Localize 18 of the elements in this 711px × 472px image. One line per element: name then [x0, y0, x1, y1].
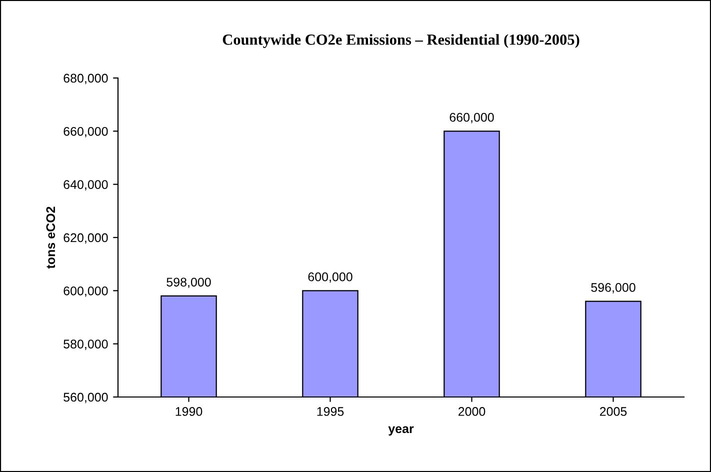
y-tick-label: 660,000	[64, 126, 108, 138]
x-tick-label: 1990	[176, 407, 202, 416]
y-tick-label: 580,000	[64, 340, 108, 350]
y-tick-label: 680,000	[64, 74, 108, 84]
data-label: 598,000	[166, 278, 211, 288]
x-tick-label: 2000	[458, 407, 486, 416]
data-label: 596,000	[591, 283, 636, 294]
y-tick-label: 600,000	[64, 286, 108, 297]
chart-title: Countywide CO2e Emissions – Residential (1990-2005)	[222, 34, 580, 48]
y-tick-label: 560,000	[64, 392, 108, 404]
data-label: 660,000	[450, 112, 494, 124]
x-tick-label: 2005	[600, 407, 627, 416]
y-tick-label: 620,000	[64, 233, 108, 244]
x-axis-title: year	[388, 426, 414, 436]
data-label: 600,000	[308, 272, 352, 283]
x-tick-label: 1995	[317, 407, 344, 416]
y-tick-label: 640,000	[64, 180, 108, 190]
y-axis-title: tons eCO2	[46, 206, 56, 269]
